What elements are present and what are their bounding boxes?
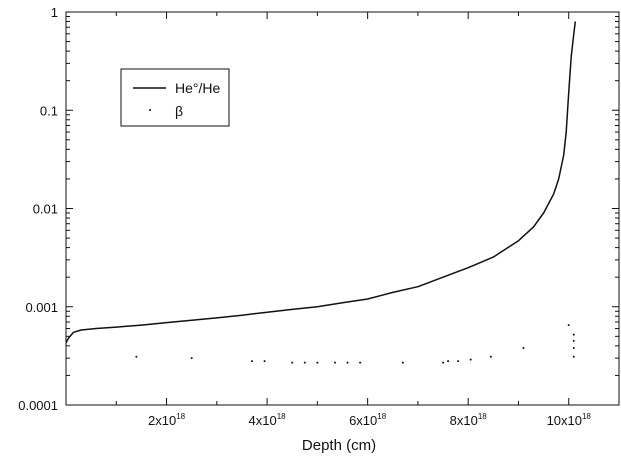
y-tick-label: 1 — [51, 5, 58, 20]
data-point-beta — [316, 361, 319, 364]
data-point-beta — [572, 339, 575, 342]
data-point-beta — [190, 357, 193, 360]
data-point-beta — [572, 333, 575, 336]
data-point-beta — [135, 355, 138, 358]
data-point-beta — [251, 360, 254, 363]
legend-box — [120, 68, 230, 127]
data-point-beta — [469, 358, 472, 361]
legend-label-points: β — [175, 103, 183, 119]
data-point-beta — [359, 361, 362, 364]
data-point-beta — [572, 355, 575, 358]
x-axis: 2x1018 4x1018 6x1018 8x1018 10x1018 — [115, 12, 592, 428]
data-point-beta — [263, 360, 266, 363]
series-layer — [65, 21, 577, 364]
data-point-beta — [447, 360, 450, 363]
legend-point-swatch — [149, 109, 151, 111]
y-tick-label: 0.001 — [25, 300, 58, 315]
data-point-beta — [333, 361, 336, 364]
y-tick-label: 0.0001 — [18, 398, 58, 413]
data-point-beta — [303, 361, 306, 364]
data-point-beta — [457, 360, 460, 363]
data-point-beta — [346, 361, 349, 364]
data-point-beta — [442, 361, 445, 364]
data-point-beta — [291, 361, 294, 364]
data-point-beta — [401, 361, 404, 364]
x-tick-label: 8x1018 — [450, 412, 488, 428]
data-point-beta — [572, 347, 575, 350]
x-tick-label: 6x1018 — [349, 412, 387, 428]
data-point-beta — [567, 324, 570, 327]
y-axis: 0.0001 0.001 0.01 0.1 1 — [18, 5, 619, 413]
x-tick-label: 2x1018 — [148, 412, 186, 428]
legend: He°/He β — [120, 68, 230, 127]
x-axis-title: Depth (cm) — [302, 437, 376, 454]
x-tick-label: 4x1018 — [249, 412, 287, 428]
y-tick-label: 0.01 — [33, 202, 58, 217]
data-point-beta — [522, 347, 525, 350]
x-tick-label: 10x1018 — [547, 412, 592, 428]
data-point-beta — [489, 355, 492, 358]
y-tick-label: 0.1 — [40, 103, 58, 118]
legend-label-line: He°/He — [175, 80, 220, 96]
series-line-he-ratio — [65, 21, 577, 344]
